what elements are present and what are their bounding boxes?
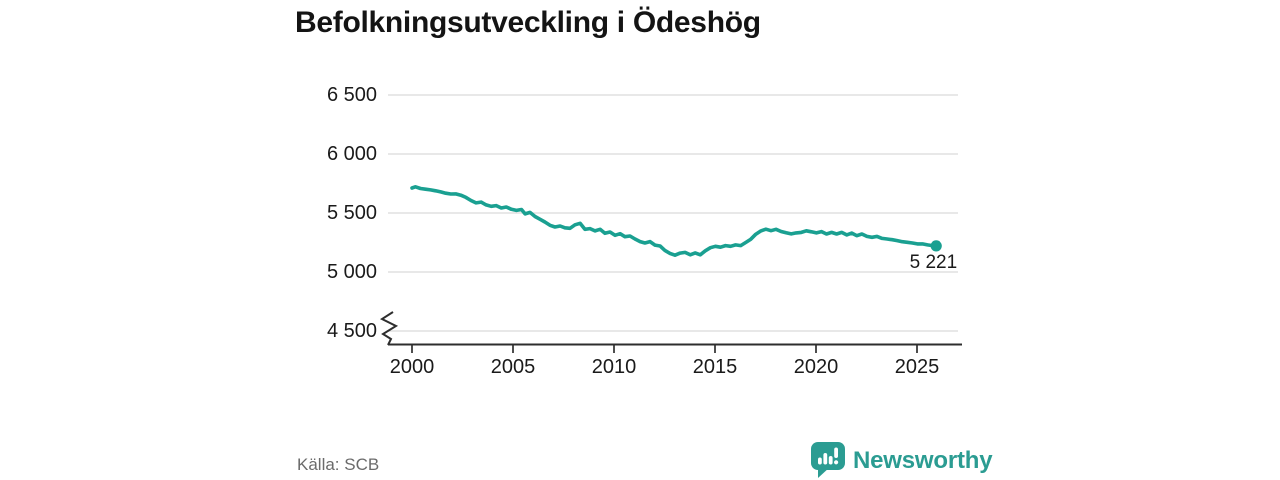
source-label: Källa: SCB [297,455,380,474]
y-tick-label-5500: 5 500 [326,202,377,224]
x-tick-label-2005: 2005 [490,356,536,378]
newsworthy-wordmark: Newsworthy [853,446,993,474]
gridlines [388,94,958,332]
chart-title: Befolkningsutveckling i Ödeshög [295,6,761,39]
y-axis-break-zigzag [379,311,399,346]
newsworthy-logo[interactable]: Newsworthy [811,442,993,479]
x-tick-label-2015: 2015 [692,356,738,378]
x-tick-label-2000: 2000 [389,356,435,378]
x-tick-label-2020: 2020 [793,356,839,378]
x-tick-label-2010: 2010 [591,356,637,378]
y-tick-label-6000: 6 000 [326,143,377,165]
latest-value-dot [930,240,942,252]
population-line [410,185,939,257]
y-tick-label-4500: 4 500 [326,320,377,342]
newsworthy-bubble-chart-icon [811,442,845,478]
latest-value-label: 5 221 [909,251,958,273]
y-tick-label-6500: 6 500 [326,84,377,106]
x-tick-label-2025: 2025 [894,356,940,378]
x-axis-ticks [411,345,918,353]
y-tick-label-5000: 5 000 [326,261,377,283]
